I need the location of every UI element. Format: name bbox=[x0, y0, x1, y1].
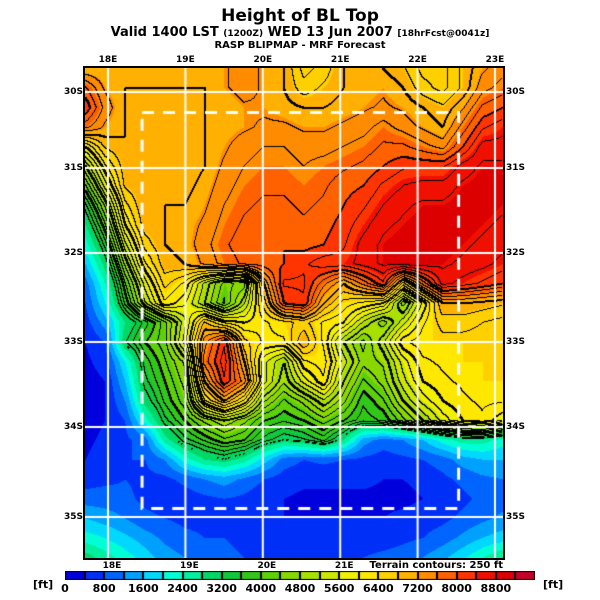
valid-time-text: Valid 1400 LST bbox=[110, 25, 219, 40]
lat-tick-left-32S: 32S bbox=[63, 248, 83, 258]
lon-tick-top-19E: 19E bbox=[176, 55, 195, 65]
lon-tick-bottom-18E: 18E bbox=[102, 561, 122, 571]
page-title: Height of BL Top bbox=[221, 6, 379, 26]
colorbar-tick-3200: 3200 bbox=[206, 582, 237, 595]
valid-date-text: WED 13 Jun 2007 bbox=[267, 25, 393, 40]
colorbar-tick-2400: 2400 bbox=[167, 582, 198, 595]
lon-tick-top-22E: 22E bbox=[408, 55, 427, 65]
colorbar-unit-right: [ft] bbox=[543, 578, 564, 591]
colorbar-tick-5600: 5600 bbox=[323, 582, 355, 595]
colorbar-tick-8000: 8000 bbox=[441, 582, 472, 595]
colorbar-tick-4000: 4000 bbox=[245, 582, 277, 595]
lon-tick-top-21E: 21E bbox=[330, 55, 350, 65]
forecast-info-text: [18hrFcst@0041z] bbox=[397, 29, 490, 39]
init-time-text: (1200Z) bbox=[223, 29, 264, 39]
lat-tick-left-34S: 34S bbox=[63, 422, 83, 432]
terrain-contours-note: Terrain contours: 250 ft bbox=[369, 560, 503, 571]
lat-tick-right-30S: 30S bbox=[506, 87, 526, 97]
lat-tick-left-31S: 31S bbox=[63, 163, 83, 173]
colorbar-tick-8800: 8800 bbox=[480, 582, 512, 595]
valid-time-line: Valid 1400 LST (1200Z) WED 13 Jun 2007 [… bbox=[0, 25, 600, 40]
lon-tick-top-23E: 23E bbox=[485, 55, 505, 65]
lon-tick-bottom-20E: 20E bbox=[257, 561, 277, 571]
lon-tick-top-20E: 20E bbox=[253, 55, 273, 65]
bl-top-contour-map bbox=[83, 66, 505, 560]
lat-tick-left-35S: 35S bbox=[63, 512, 83, 522]
lat-tick-right-35S: 35S bbox=[506, 512, 526, 522]
colorbar-tick-1600: 1600 bbox=[128, 582, 159, 595]
lat-tick-left-33S: 33S bbox=[63, 337, 83, 347]
colorbar-unit-left: [ft] bbox=[33, 578, 54, 591]
colorbar-tick-7200: 7200 bbox=[402, 582, 433, 595]
lat-tick-right-33S: 33S bbox=[506, 337, 526, 347]
lat-tick-left-30S: 30S bbox=[63, 87, 83, 97]
lat-tick-right-34S: 34S bbox=[506, 422, 526, 432]
model-line: RASP BLIPMAP - MRF Forecast bbox=[214, 40, 386, 51]
colorbar-tick-4800: 4800 bbox=[284, 582, 316, 595]
colorbar-tick-6400: 6400 bbox=[363, 582, 394, 595]
colorbar bbox=[65, 571, 535, 580]
lat-tick-right-31S: 31S bbox=[506, 163, 526, 173]
colorbar-tick-800: 800 bbox=[92, 582, 116, 595]
lon-tick-top-18E: 18E bbox=[98, 55, 118, 65]
lat-tick-right-32S: 32S bbox=[506, 248, 526, 258]
lon-tick-bottom-21E: 21E bbox=[334, 561, 354, 571]
lon-tick-bottom-19E: 19E bbox=[180, 561, 199, 571]
colorbar-tick-0: 0 bbox=[61, 582, 69, 595]
